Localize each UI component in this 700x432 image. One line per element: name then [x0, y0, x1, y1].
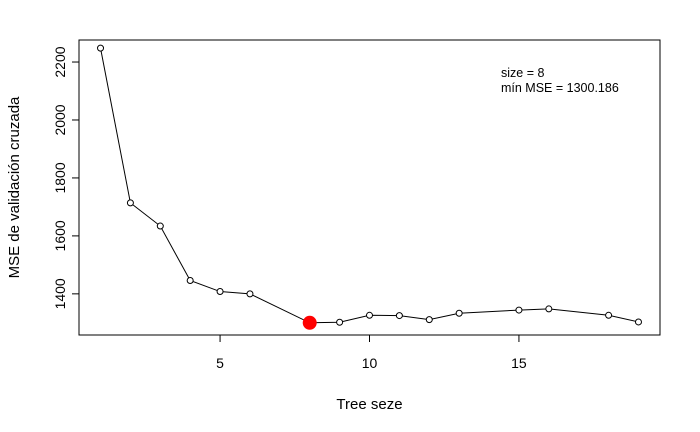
x-tick-label: 15	[511, 355, 527, 371]
data-point	[366, 311, 373, 319]
x-tick-label: 10	[362, 355, 378, 371]
data-point	[156, 222, 164, 230]
y-axis-title: MSE de validación cruzada	[6, 96, 23, 278]
series-line	[100, 48, 639, 324]
x-tick-label: 5	[216, 355, 224, 371]
data-point	[634, 318, 642, 326]
data-point	[126, 199, 134, 207]
data-point	[395, 312, 403, 320]
annotation-size: size = 8	[501, 66, 544, 80]
data-point	[186, 277, 194, 285]
data-points	[97, 44, 642, 330]
y-tick-label: 2200	[52, 46, 68, 77]
data-point	[425, 316, 433, 324]
data-point	[455, 309, 463, 317]
data-point	[216, 288, 224, 296]
annotation-min-mse: mín MSE = 1300.186	[501, 81, 619, 95]
y-tick-label: 1800	[52, 162, 68, 193]
data-point	[515, 306, 523, 314]
data-point	[545, 305, 553, 313]
min-mse-point	[302, 315, 317, 330]
y-axis: 1400 1600 1800 2000 2200	[52, 46, 80, 309]
x-axis-title: Tree seze	[336, 396, 402, 413]
data-point	[605, 311, 613, 319]
data-point	[97, 44, 105, 52]
y-tick-label: 1600	[52, 220, 68, 251]
data-point	[336, 318, 344, 326]
x-axis: 5 10 15	[216, 334, 527, 371]
y-tick-label: 2000	[52, 104, 68, 135]
y-tick-label: 1400	[52, 278, 68, 309]
data-point	[246, 290, 254, 298]
